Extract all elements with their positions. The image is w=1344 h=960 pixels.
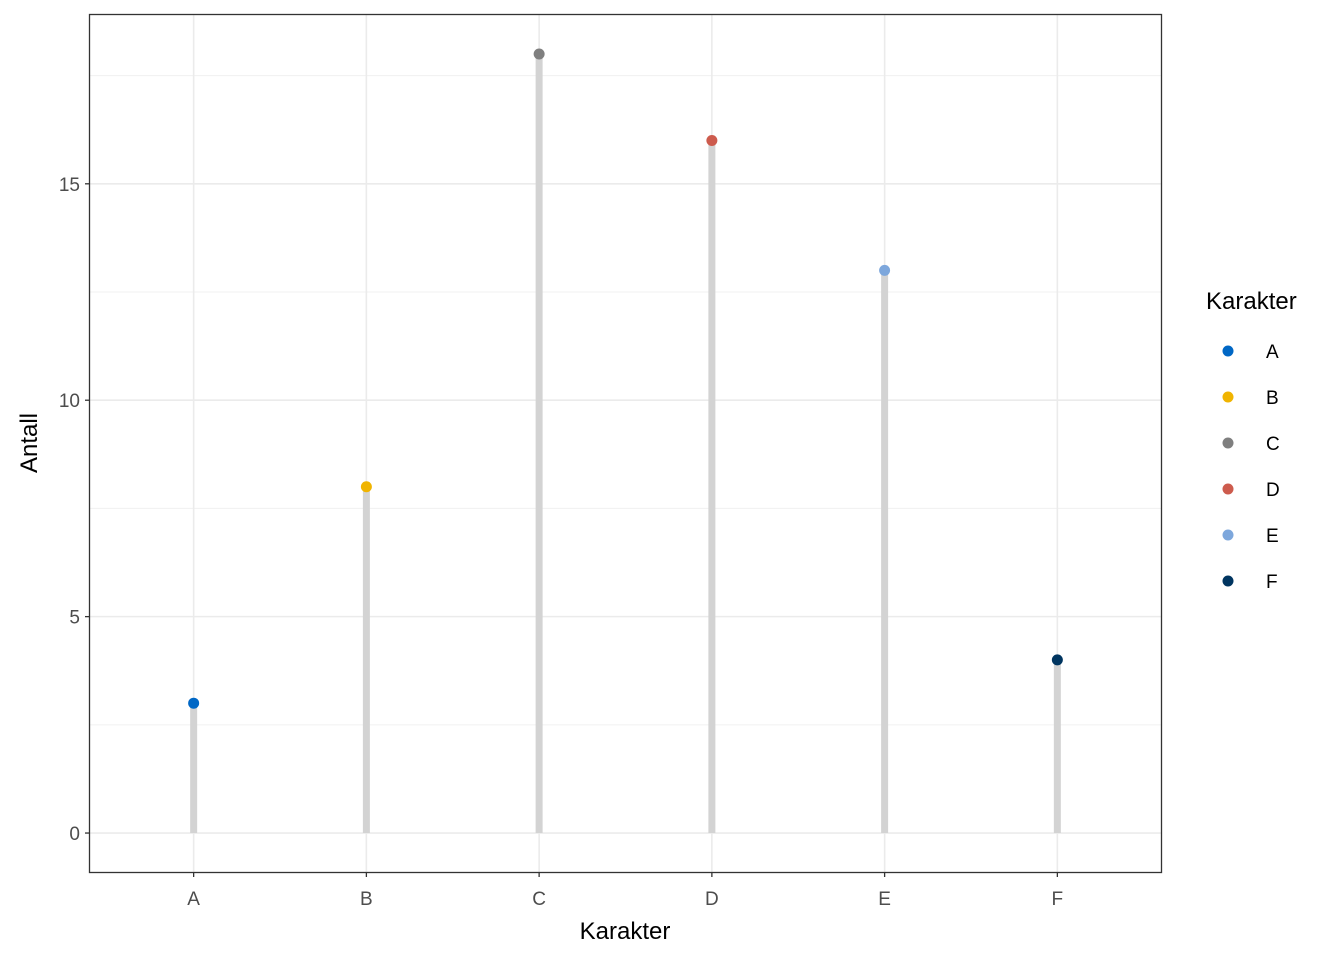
point-a: [188, 697, 200, 709]
x-axis-title: Karakter: [580, 918, 671, 945]
x-tick-label: C: [532, 889, 546, 910]
x-tick-label: D: [705, 889, 719, 910]
y-tick-label: 15: [59, 175, 80, 196]
legend-key-d: [1222, 483, 1234, 495]
y-tick-label: 10: [59, 391, 80, 412]
y-axis-title: Antall: [16, 413, 43, 473]
point-e: [879, 264, 891, 276]
x-axis: A B C D E F: [187, 872, 1063, 910]
legend-key-a: [1222, 345, 1234, 357]
legend-title: Karakter: [1206, 288, 1297, 315]
legend-label: C: [1266, 434, 1280, 455]
legend-key-c: [1222, 437, 1234, 449]
legend-key-b: [1222, 391, 1234, 403]
plot-panel-border: [88, 13, 1163, 874]
x-tick-label: A: [187, 889, 200, 910]
x-tick-label: E: [878, 889, 891, 910]
legend-key-e: [1222, 529, 1234, 541]
point-f: [1051, 654, 1063, 666]
legend-key-f: [1222, 575, 1234, 587]
y-tick-label: 0: [69, 824, 80, 845]
y-axis: 0 5 10 15: [59, 175, 90, 845]
x-tick-label: F: [1052, 889, 1064, 910]
x-tick-label: B: [360, 889, 373, 910]
legend-label: A: [1266, 342, 1279, 363]
point-b: [360, 481, 372, 493]
stems: [190, 53, 1061, 834]
legend-label: B: [1266, 388, 1279, 409]
y-tick-label: 5: [69, 608, 80, 629]
legend-label: F: [1266, 572, 1278, 593]
legend-label: E: [1266, 526, 1279, 547]
legend: Karakter A B C D E F: [1206, 288, 1297, 593]
points: [188, 48, 1063, 709]
point-c: [533, 48, 545, 60]
point-d: [706, 135, 718, 147]
legend-label: D: [1266, 480, 1280, 501]
